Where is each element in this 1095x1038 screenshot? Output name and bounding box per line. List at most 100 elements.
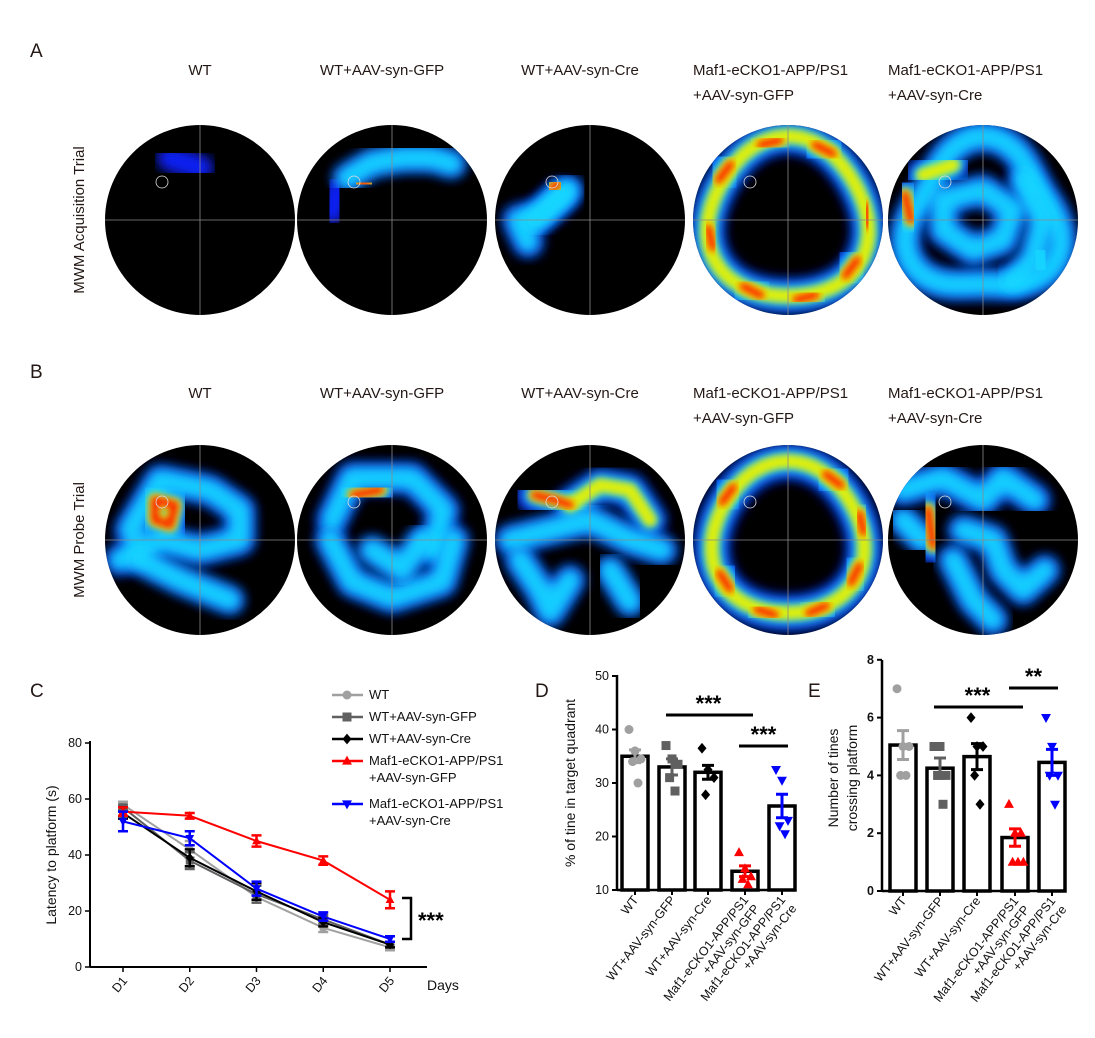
y-tick-label: 40 bbox=[68, 848, 82, 862]
legend-label: WT bbox=[369, 687, 389, 702]
y-tick-label: 40 bbox=[595, 723, 609, 737]
error-bar bbox=[702, 763, 714, 781]
platform-marker bbox=[347, 495, 361, 509]
data-point bbox=[966, 712, 976, 723]
heatmap-probe-maf1-cre bbox=[888, 445, 1078, 635]
legend-item-1: WT+AAV-syn-GFP bbox=[332, 709, 477, 724]
x-tick-label: WT bbox=[886, 894, 909, 918]
bar bbox=[620, 754, 650, 892]
data-point bbox=[633, 778, 643, 788]
y-tick-label: 0 bbox=[867, 884, 874, 898]
y-axis-label: Number of tines bbox=[825, 729, 841, 828]
data-point bbox=[385, 895, 395, 903]
significance-label: ** bbox=[1025, 664, 1043, 689]
y-tick-label: 2 bbox=[867, 826, 874, 840]
error-bar bbox=[1046, 747, 1058, 777]
y-axis-label-line2: crossing platform bbox=[844, 725, 860, 832]
heatmap-acquisition-wt-gfp bbox=[297, 125, 487, 315]
y-tick-label: 8 bbox=[867, 653, 874, 667]
group-title-a-4: Maf1-eCKO1-APP/PS1 bbox=[888, 62, 1043, 79]
group-title-a-3: Maf1-eCKO1-APP/PS1 bbox=[693, 62, 848, 79]
y-tick-label: 0 bbox=[75, 960, 82, 974]
data-point bbox=[385, 935, 395, 944]
y-tick-label: 10 bbox=[595, 883, 609, 897]
data-point bbox=[318, 913, 328, 922]
legend-item-3: Maf1-eCKO1-APP/PS1 +AAV-syn-GFP bbox=[332, 753, 503, 785]
group-title-b-1: WT+AAV-syn-GFP bbox=[320, 385, 444, 402]
data-point bbox=[1041, 714, 1051, 723]
error-bar bbox=[629, 748, 641, 765]
legend-marker bbox=[342, 733, 352, 745]
data-point bbox=[185, 811, 195, 819]
heatmap-probe-wt-cre bbox=[495, 445, 685, 635]
platform-marker bbox=[155, 175, 169, 189]
platform-marker bbox=[938, 495, 952, 509]
x-tick-label: D5 bbox=[376, 974, 397, 995]
group-title-a-3-line2: +AAV-syn-GFP bbox=[693, 87, 794, 104]
data-point bbox=[777, 776, 787, 786]
panel-label-a: A bbox=[30, 41, 43, 62]
y-tick-label: 4 bbox=[867, 768, 874, 782]
x-axis-label: Days bbox=[427, 977, 459, 993]
data-point bbox=[975, 798, 985, 810]
group-title-b-2: WT+AAV-syn-Cre bbox=[521, 385, 639, 402]
data-point bbox=[970, 770, 980, 781]
legend-label: WT+AAV-syn-GFP bbox=[369, 709, 477, 724]
x-tick-label: D2 bbox=[176, 974, 197, 995]
data-point bbox=[938, 799, 948, 809]
error-bar bbox=[971, 742, 983, 772]
y-tick-label: 20 bbox=[595, 830, 609, 844]
legend-marker bbox=[342, 800, 352, 810]
bar-group-4 bbox=[767, 766, 797, 892]
data-point bbox=[941, 770, 951, 780]
data-point bbox=[1004, 798, 1014, 808]
bar-group-4 bbox=[1037, 714, 1067, 893]
platform-marker bbox=[155, 495, 169, 509]
data-point bbox=[252, 885, 261, 894]
group-title-a-0: WT bbox=[188, 62, 211, 79]
bar bbox=[925, 766, 955, 893]
heatmap-probe-maf1-gfp bbox=[693, 445, 883, 635]
x-tick-label: WT+AAV-syn-GFP bbox=[872, 894, 947, 984]
platform-marker bbox=[938, 175, 952, 189]
x-tick-label-group: WT+AAV-syn-GFP bbox=[872, 894, 947, 984]
data-point bbox=[929, 742, 939, 751]
data-point bbox=[1018, 856, 1029, 866]
heatmap-acquisition-maf1-cre bbox=[888, 125, 1078, 315]
y-tick-label: 60 bbox=[68, 792, 82, 806]
data-point bbox=[737, 873, 748, 883]
group-title-b-4: Maf1-eCKO1-APP/PS1 bbox=[888, 385, 1043, 402]
data-point bbox=[780, 830, 790, 840]
significance-bracket bbox=[402, 896, 413, 941]
data-point bbox=[670, 786, 680, 796]
x-tick-label: D4 bbox=[310, 974, 331, 995]
y-tick-label: 20 bbox=[68, 904, 82, 918]
x-tick-label-group: WT bbox=[886, 894, 909, 918]
error-bar bbox=[1009, 827, 1021, 848]
bar-group-1 bbox=[925, 742, 955, 893]
y-tick-label: 50 bbox=[595, 669, 609, 683]
bar-group-2 bbox=[962, 712, 992, 893]
data-point bbox=[774, 822, 785, 832]
x-tick-label: D1 bbox=[109, 974, 130, 995]
group-title-b-4-line2: +AAV-syn-Cre bbox=[888, 410, 982, 427]
bar-group-0 bbox=[620, 725, 650, 892]
series-0 bbox=[118, 800, 395, 952]
platform-marker bbox=[743, 175, 757, 189]
data-point bbox=[185, 835, 195, 843]
y-axis-label: Latency to platform (s) bbox=[43, 785, 59, 924]
error-bar bbox=[897, 729, 909, 762]
x-tick-label: D3 bbox=[243, 974, 264, 995]
group-title-b-0: WT bbox=[188, 385, 211, 402]
group-title-a-2: WT+AAV-syn-Cre bbox=[521, 62, 639, 79]
legend-label: Maf1-eCKO1-APP/PS1 bbox=[369, 796, 503, 811]
panel-label-d: D bbox=[535, 681, 549, 702]
significance-label: *** bbox=[418, 908, 444, 933]
heatmap-probe-wt bbox=[105, 445, 295, 635]
bar bbox=[888, 743, 918, 893]
group-title-b-3: Maf1-eCKO1-APP/PS1 bbox=[693, 385, 848, 402]
platform-marker bbox=[545, 495, 559, 509]
platform-marker bbox=[347, 175, 361, 189]
data-point bbox=[734, 847, 744, 857]
